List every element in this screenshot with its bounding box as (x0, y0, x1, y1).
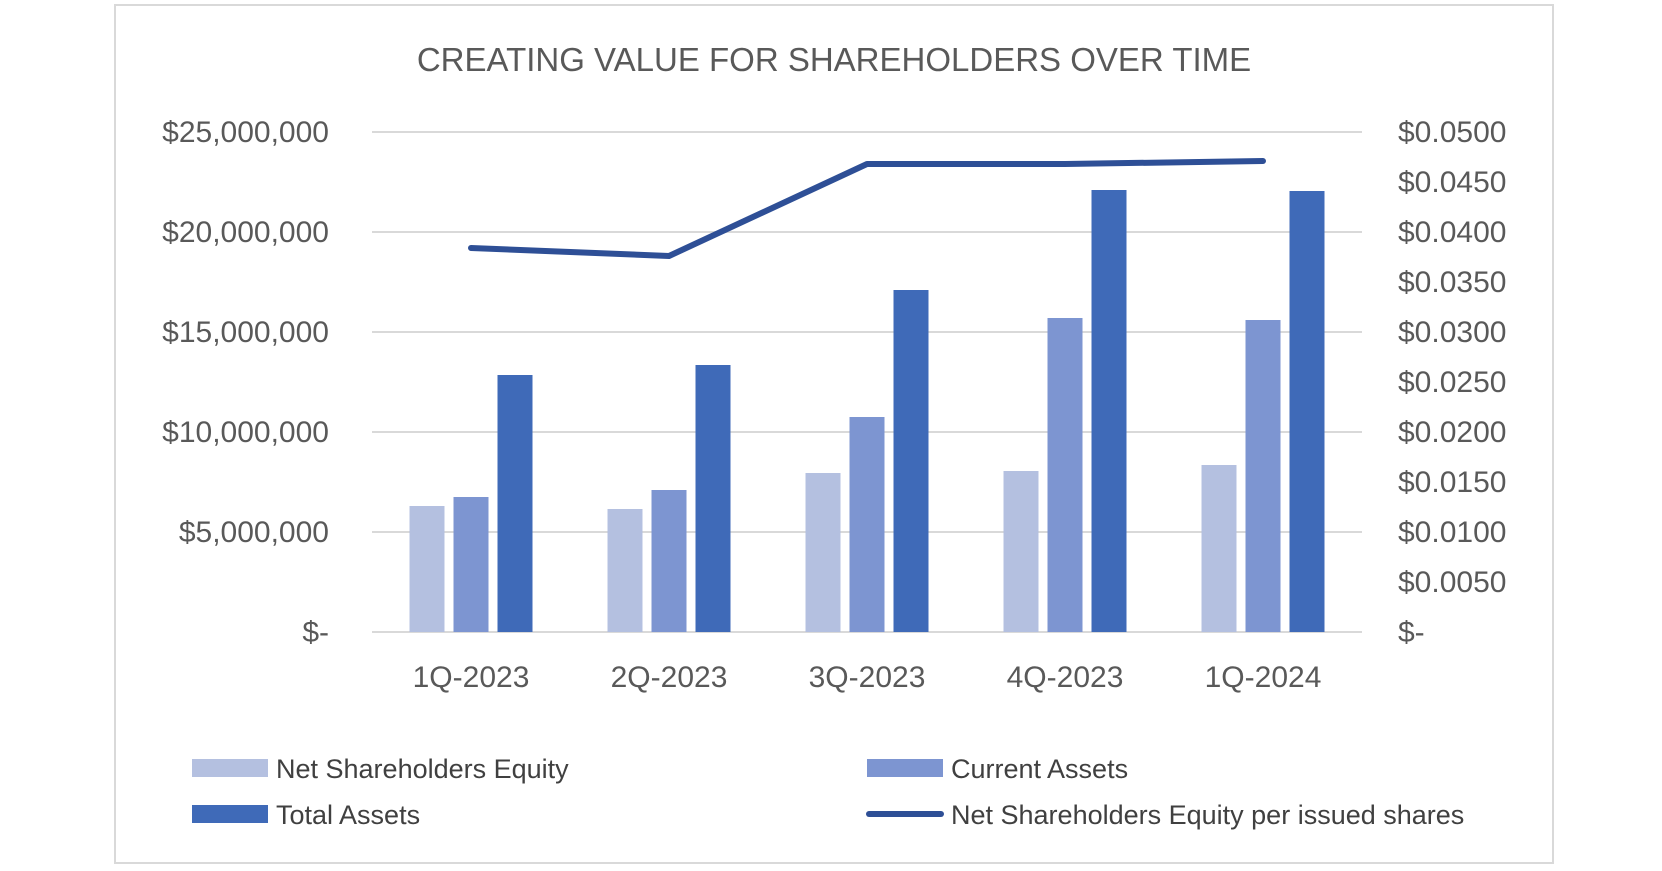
legend-label-net-shareholders-equity: Net Shareholders Equity (276, 754, 569, 784)
gridlines (372, 131, 1362, 633)
bar-net-shareholders-equity (607, 509, 643, 632)
bar-net-shareholders-equity (805, 473, 841, 632)
x-tick-label: 2Q-2023 (611, 661, 728, 694)
right-tick-label: $0.0150 (1398, 466, 1506, 499)
right-tick-label: $- (1398, 616, 1425, 649)
left-axis: $- $5,000,000 $10,000,000 $15,000,000 $20,00… (162, 116, 329, 649)
right-axis: $- $0.0050 $0.0100 $0.0150 $0.0200 $0.0250 $0.… (1398, 116, 1506, 649)
line-point (470, 247, 472, 249)
left-tick-label: $25,000,000 (162, 116, 329, 149)
bar-total-assets (497, 375, 533, 632)
right-tick-label: $0.0500 (1398, 116, 1506, 149)
bar-net-shareholders-equity (1201, 465, 1237, 632)
bar-total-assets (1289, 191, 1325, 632)
legend-swatch-current-assets (867, 759, 943, 777)
bar-total-assets (1091, 190, 1127, 632)
bar-current-assets (1245, 320, 1281, 632)
bar-current-assets (1047, 318, 1083, 632)
right-tick-label: $0.0350 (1398, 266, 1506, 299)
x-axis: 1Q-2023 2Q-2023 3Q-2023 4Q-2023 1Q-2024 (413, 661, 1322, 694)
legend-swatch-total-assets (192, 805, 268, 823)
bar-current-assets (849, 417, 885, 632)
bar-current-assets (453, 497, 489, 632)
x-tick-label: 3Q-2023 (809, 661, 926, 694)
left-tick-label: $5,000,000 (179, 516, 329, 549)
left-tick-label: $10,000,000 (162, 416, 329, 449)
bar-net-shareholders-equity (409, 506, 445, 632)
bar-net-shareholders-equity (1003, 471, 1039, 632)
bar-current-assets (651, 490, 687, 632)
right-tick-label: $0.0050 (1398, 566, 1506, 599)
right-tick-label: $0.0100 (1398, 516, 1506, 549)
left-tick-label: $15,000,000 (162, 316, 329, 349)
line-point (866, 163, 868, 165)
legend-label-current-assets: Current Assets (951, 754, 1128, 784)
line-series (468, 158, 1266, 259)
right-tick-label: $0.0200 (1398, 416, 1506, 449)
x-tick-label: 1Q-2023 (413, 661, 530, 694)
line-point (668, 255, 670, 257)
right-tick-label: $0.0250 (1398, 366, 1506, 399)
x-tick-label: 4Q-2023 (1007, 661, 1124, 694)
line-net-shareholders-equity-per-issued-shares (468, 158, 1266, 259)
line-point (1262, 160, 1264, 162)
legend-label-total-assets: Total Assets (276, 800, 420, 830)
bar-total-assets (695, 365, 731, 632)
left-tick-label: $20,000,000 (162, 216, 329, 249)
legend: Net Shareholders Equity Current Assets Tot… (192, 754, 1464, 830)
chart-title: CREATING VALUE FOR SHAREHOLDERS OVER TIM… (417, 41, 1251, 78)
right-tick-label: $0.0300 (1398, 316, 1506, 349)
legend-swatch-net-shareholders-equity (192, 759, 268, 777)
line-point (1064, 163, 1066, 165)
bars (409, 190, 1325, 632)
legend-label-net-shareholders-equity-per-issued-shares: Net Shareholders Equity per issued share… (951, 800, 1464, 830)
bar-total-assets (893, 290, 929, 632)
left-tick-label: $- (302, 616, 329, 649)
x-tick-label: 1Q-2024 (1205, 661, 1322, 694)
right-tick-label: $0.0450 (1398, 166, 1506, 199)
right-tick-label: $0.0400 (1398, 216, 1506, 249)
